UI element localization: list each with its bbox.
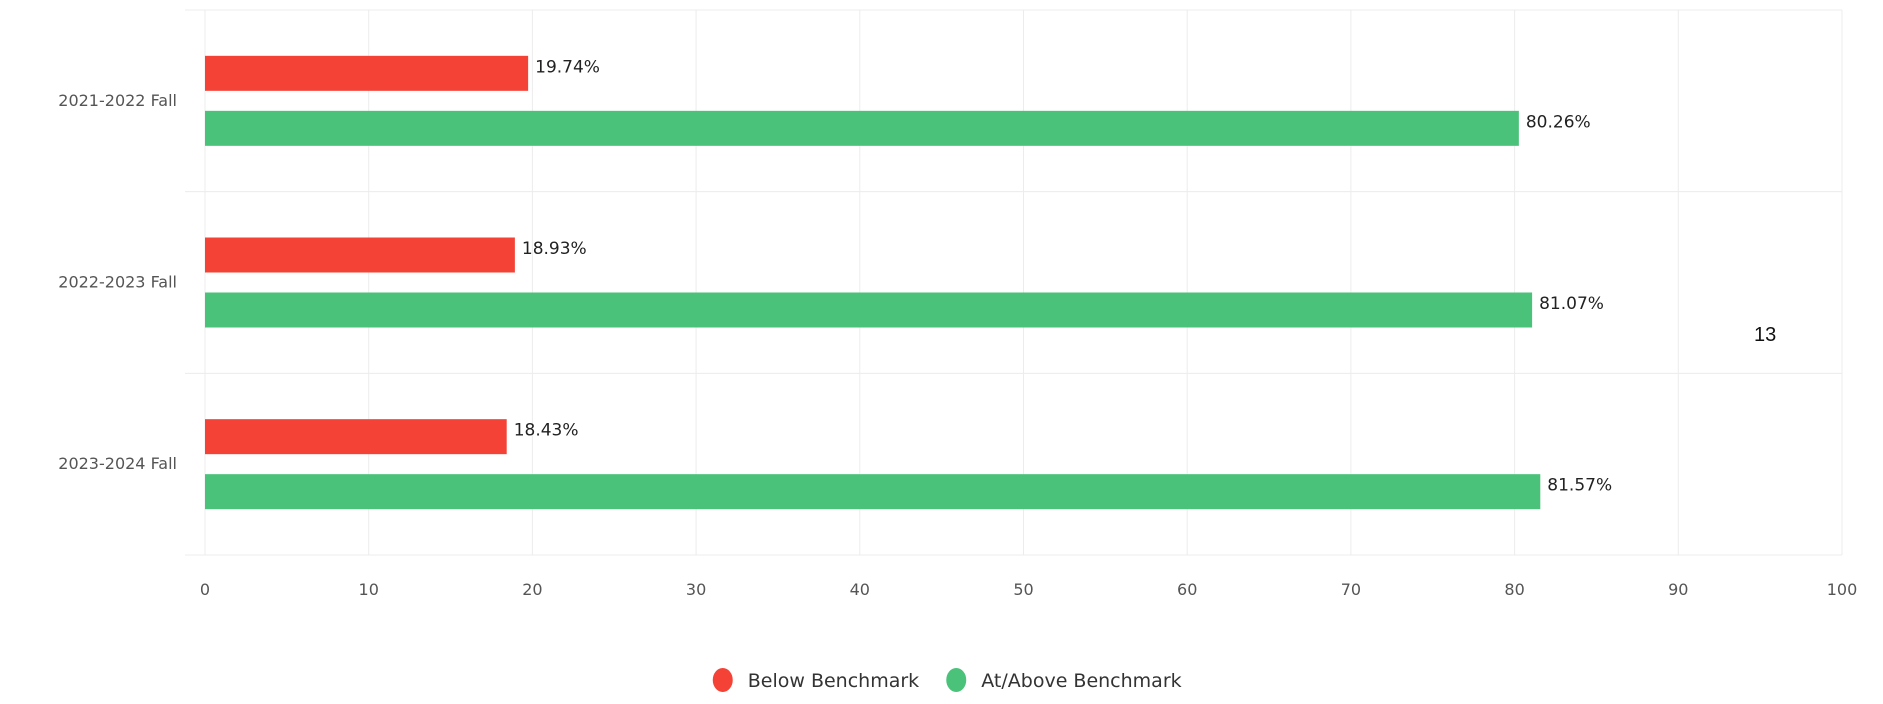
x-tick-label: 60 bbox=[1177, 580, 1197, 599]
x-tick-label: 10 bbox=[359, 580, 379, 599]
data-label: 81.07% bbox=[1539, 294, 1604, 314]
legend-marker bbox=[946, 668, 967, 692]
bar bbox=[205, 419, 507, 455]
x-tick-label: 70 bbox=[1341, 580, 1361, 599]
legend-marker bbox=[712, 668, 733, 692]
bar bbox=[205, 474, 1541, 510]
bar bbox=[205, 292, 1533, 328]
data-label: 18.93% bbox=[522, 239, 587, 259]
legend-label: Below Benchmark bbox=[748, 670, 919, 692]
x-tick-label: 20 bbox=[522, 580, 542, 599]
legend-label: At/Above Benchmark bbox=[981, 670, 1181, 692]
category-label: 2021-2022 Fall bbox=[58, 91, 177, 110]
data-label: 81.57% bbox=[1547, 476, 1612, 496]
x-tick-label: 0 bbox=[200, 580, 210, 599]
x-tick-label: 40 bbox=[850, 580, 870, 599]
data-label: 80.26% bbox=[1526, 112, 1591, 132]
data-label: 18.43% bbox=[514, 421, 579, 441]
x-tick-label: 30 bbox=[686, 580, 706, 599]
bar bbox=[205, 55, 529, 91]
x-tick-label: 80 bbox=[1504, 580, 1524, 599]
bar bbox=[205, 237, 515, 273]
category-label: 2022-2023 Fall bbox=[58, 273, 177, 292]
page-number: 13 bbox=[1754, 324, 1777, 346]
x-tick-label: 100 bbox=[1827, 580, 1858, 599]
x-tick-label: 50 bbox=[1013, 580, 1033, 599]
x-tick-label: 90 bbox=[1668, 580, 1688, 599]
category-label: 2023-2024 Fall bbox=[58, 454, 177, 473]
data-label: 19.74% bbox=[535, 57, 600, 77]
bar bbox=[205, 110, 1519, 146]
